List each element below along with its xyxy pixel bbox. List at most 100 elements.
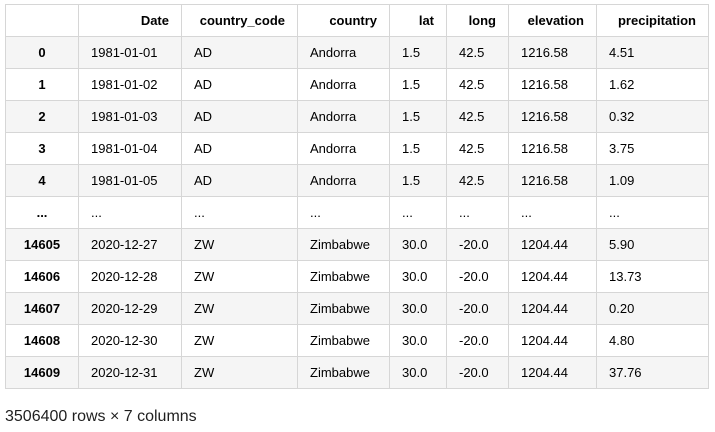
dataframe-shape-text: 3506400 rows × 7 columns [5, 408, 197, 425]
cell-precipitation: 4.80 [596, 324, 709, 357]
cell-long: -20.0 [446, 228, 509, 261]
cell-date: 2020-12-30 [78, 324, 182, 357]
cell-elevation: 1216.58 [508, 36, 597, 69]
cell-long: 42.5 [446, 132, 509, 165]
table-row: 1 1981-01-02 AD Andorra 1.5 42.5 1216.58 1.62 [5, 68, 709, 101]
row-index-cell: ... [5, 196, 79, 229]
cell-long: -20.0 [446, 260, 509, 293]
cell-long: ... [446, 196, 509, 229]
cell-precipitation: ... [596, 196, 709, 229]
index-header-cell [5, 4, 79, 37]
cell-date: 2020-12-31 [78, 356, 182, 389]
cell-lat: 1.5 [389, 164, 447, 197]
cell-country: Andorra [297, 36, 390, 69]
cell-lat: 30.0 [389, 324, 447, 357]
cell-lat: 30.0 [389, 260, 447, 293]
table-row: 0 1981-01-01 AD Andorra 1.5 42.5 1216.58 4.51 [5, 36, 709, 69]
cell-country: Zimbabwe [297, 260, 390, 293]
cell-elevation: 1216.58 [508, 68, 597, 101]
cell-elevation: 1204.44 [508, 260, 597, 293]
cell-date: 2020-12-28 [78, 260, 182, 293]
cell-country: Andorra [297, 68, 390, 101]
table-body: 0 1981-01-01 AD Andorra 1.5 42.5 1216.58 4.51 1 1… [5, 36, 709, 389]
cell-country-code: ZW [181, 324, 298, 357]
cell-precipitation: 5.90 [596, 228, 709, 261]
table-row: 14605 2020-12-27 ZW Zimbabwe 30.0 -20.0 1204.4… [5, 228, 709, 261]
cell-country: ... [297, 196, 390, 229]
cell-elevation: ... [508, 196, 597, 229]
table-row: 3 1981-01-04 AD Andorra 1.5 42.5 1216.58 3.75 [5, 132, 709, 165]
cell-long: 42.5 [446, 164, 509, 197]
row-index-cell: 14608 [5, 324, 79, 357]
cell-date: 1981-01-02 [78, 68, 182, 101]
cell-lat: 1.5 [389, 100, 447, 133]
column-header-long: long [446, 4, 509, 37]
row-index-cell: 2 [5, 100, 79, 133]
cell-elevation: 1204.44 [508, 324, 597, 357]
cell-lat: 30.0 [389, 228, 447, 261]
cell-lat: 1.5 [389, 68, 447, 101]
header-row: Date country_code country lat long eleva… [5, 4, 709, 37]
cell-country-code: ZW [181, 260, 298, 293]
cell-country: Zimbabwe [297, 356, 390, 389]
column-header-lat: lat [389, 4, 447, 37]
cell-date: 1981-01-01 [78, 36, 182, 69]
cell-precipitation: 4.51 [596, 36, 709, 69]
cell-date: 1981-01-05 [78, 164, 182, 197]
cell-elevation: 1204.44 [508, 356, 597, 389]
cell-date: ... [78, 196, 182, 229]
table-row: 2 1981-01-03 AD Andorra 1.5 42.5 1216.58 0.32 [5, 100, 709, 133]
cell-elevation: 1216.58 [508, 100, 597, 133]
table-row: ........................ [5, 196, 709, 229]
column-header-precipitation: precipitation [596, 4, 709, 37]
cell-lat: 30.0 [389, 356, 447, 389]
cell-elevation: 1204.44 [508, 292, 597, 325]
row-index-cell: 3 [5, 132, 79, 165]
table-row: 14608 2020-12-30 ZW Zimbabwe 30.0 -20.0 1204.4… [5, 324, 709, 357]
cell-country-code: ZW [181, 292, 298, 325]
cell-country-code: AD [181, 68, 298, 101]
cell-country: Zimbabwe [297, 292, 390, 325]
cell-country-code: AD [181, 164, 298, 197]
table-row: 14607 2020-12-29 ZW Zimbabwe 30.0 -20.0 1204.4… [5, 292, 709, 325]
cell-precipitation: 3.75 [596, 132, 709, 165]
cell-lat: 1.5 [389, 36, 447, 69]
cell-country: Zimbabwe [297, 324, 390, 357]
cell-elevation: 1204.44 [508, 228, 597, 261]
table-row: 14606 2020-12-28 ZW Zimbabwe 30.0 -20.0 1204.4… [5, 260, 709, 293]
cell-country: Zimbabwe [297, 228, 390, 261]
row-index-cell: 4 [5, 164, 79, 197]
cell-country-code: AD [181, 36, 298, 69]
cell-long: 42.5 [446, 100, 509, 133]
cell-long: -20.0 [446, 356, 509, 389]
table-header: Date country_code country lat long eleva… [5, 4, 709, 37]
cell-date: 2020-12-29 [78, 292, 182, 325]
cell-precipitation: 13.73 [596, 260, 709, 293]
cell-country-code: AD [181, 100, 298, 133]
row-index-cell: 0 [5, 36, 79, 69]
cell-lat: 1.5 [389, 132, 447, 165]
row-index-cell: 14605 [5, 228, 79, 261]
cell-long: 42.5 [446, 36, 509, 69]
cell-elevation: 1216.58 [508, 164, 597, 197]
column-header-date: Date [78, 4, 182, 37]
cell-country-code: ZW [181, 356, 298, 389]
row-index-cell: 14606 [5, 260, 79, 293]
dataframe-table: Date country_code country lat long eleva… [5, 4, 709, 389]
cell-country-code: ZW [181, 228, 298, 261]
cell-country: Andorra [297, 132, 390, 165]
table-row: 4 1981-01-05 AD Andorra 1.5 42.5 1216.58 1.09 [5, 164, 709, 197]
cell-long: -20.0 [446, 324, 509, 357]
cell-precipitation: 1.62 [596, 68, 709, 101]
cell-date: 1981-01-03 [78, 100, 182, 133]
cell-long: -20.0 [446, 292, 509, 325]
cell-precipitation: 1.09 [596, 164, 709, 197]
cell-country: Andorra [297, 164, 390, 197]
row-index-cell: 1 [5, 68, 79, 101]
column-header-country-code: country_code [181, 4, 298, 37]
cell-country-code: AD [181, 132, 298, 165]
cell-elevation: 1216.58 [508, 132, 597, 165]
cell-country: Andorra [297, 100, 390, 133]
cell-precipitation: 37.76 [596, 356, 709, 389]
